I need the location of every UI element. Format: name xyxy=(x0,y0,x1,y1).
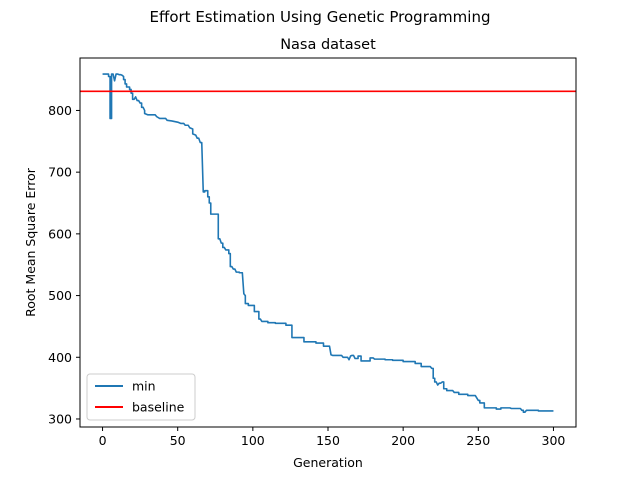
x-tick-label: 300 xyxy=(542,433,566,448)
y-tick-label: 800 xyxy=(48,103,72,118)
x-axis: 0 50 100 150 200 250 300 xyxy=(99,427,566,448)
chart-title: Nasa dataset xyxy=(280,37,376,53)
y-axis: 300 400 500 600 700 800 xyxy=(48,103,80,426)
legend: min baseline xyxy=(86,373,196,421)
series-line-min xyxy=(102,73,554,413)
y-tick-label: 400 xyxy=(48,350,72,365)
y-tick-label: 600 xyxy=(48,226,72,241)
y-axis-label: Root Mean Square Error xyxy=(23,167,38,317)
y-tick-label: 700 xyxy=(48,165,72,180)
x-tick-label: 100 xyxy=(241,433,265,448)
y-tick-label: 300 xyxy=(48,411,72,426)
y-tick-label: 500 xyxy=(48,288,72,303)
x-tick-label: 50 xyxy=(170,433,186,448)
plot-lines xyxy=(80,73,576,413)
x-tick-label: 0 xyxy=(99,433,107,448)
plot-frame xyxy=(79,57,577,428)
chart-suptitle: Effort Estimation Using Genetic Programm… xyxy=(150,8,491,26)
x-axis-label: Generation xyxy=(293,455,363,470)
x-tick-label: 200 xyxy=(391,433,415,448)
x-tick-label: 150 xyxy=(316,433,340,448)
legend-label-min: min xyxy=(132,379,156,394)
legend-label-baseline: baseline xyxy=(132,400,185,415)
x-tick-label: 250 xyxy=(466,433,490,448)
